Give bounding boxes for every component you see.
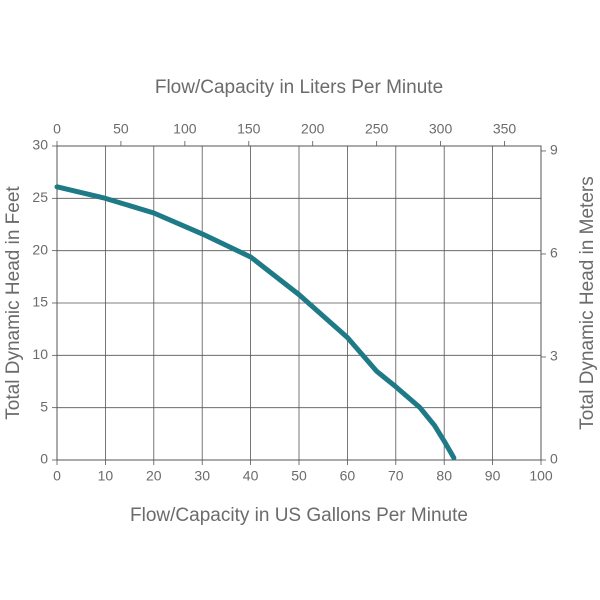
x-tick-label: 0 bbox=[53, 468, 61, 484]
x-tick-label: 70 bbox=[388, 468, 404, 484]
curve bbox=[54, 184, 457, 461]
x-tick-label: 10 bbox=[98, 468, 114, 484]
y-tick-label: 5 bbox=[40, 398, 48, 414]
y2-axis-title: Total Dynamic Head in Meters bbox=[577, 176, 598, 429]
x-tick-label: 50 bbox=[291, 468, 307, 484]
x2-tick-label: 100 bbox=[173, 121, 197, 137]
y-tick-label: 10 bbox=[32, 346, 48, 362]
y-tick-label: 20 bbox=[32, 241, 48, 257]
x2-tick-label: 300 bbox=[429, 121, 453, 137]
y-tick-label: 0 bbox=[40, 451, 48, 467]
x2-tick-label: 50 bbox=[113, 121, 129, 137]
x-tick-label: 30 bbox=[194, 468, 210, 484]
x-tick-label: 60 bbox=[340, 468, 356, 484]
y-tick-label: 15 bbox=[32, 294, 48, 310]
x2-tick-label: 200 bbox=[301, 121, 325, 137]
x-tick-label: 40 bbox=[243, 468, 259, 484]
x-tick-label: 20 bbox=[146, 468, 162, 484]
y-axis-title: Total Dynamic Head in Feet bbox=[3, 186, 24, 420]
y-tick-label: 30 bbox=[32, 137, 48, 153]
y2-tick-label: 9 bbox=[550, 142, 558, 158]
x2-tick-label: 350 bbox=[493, 121, 517, 137]
y2-tick-label: 0 bbox=[550, 451, 558, 467]
y2-tick-label: 3 bbox=[550, 348, 558, 364]
y-tick-label: 25 bbox=[32, 189, 48, 205]
x2-tick-label: 250 bbox=[365, 121, 389, 137]
plot-frame bbox=[56, 145, 542, 461]
x2-tick-label: 150 bbox=[237, 121, 261, 137]
x-tick-label: 90 bbox=[485, 468, 501, 484]
top-axis-title: Flow/Capacity in Liters Per Minute bbox=[155, 77, 443, 98]
x-axis-title: Flow/Capacity in US Gallons Per Minute bbox=[130, 505, 468, 526]
x-tick-label: 80 bbox=[436, 468, 452, 484]
x2-tick-label: 0 bbox=[53, 121, 61, 137]
y2-tick-label: 6 bbox=[550, 245, 558, 261]
x-tick-label: 100 bbox=[529, 468, 553, 484]
